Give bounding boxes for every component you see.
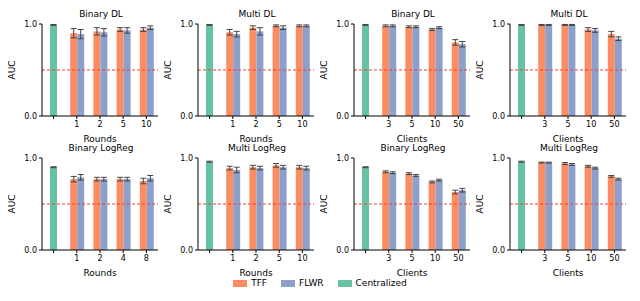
svg-text:1.0: 1.0 xyxy=(24,154,37,163)
svg-text:1.0: 1.0 xyxy=(492,154,505,163)
svg-text:5: 5 xyxy=(565,120,570,129)
svg-text:Clients: Clients xyxy=(397,268,428,276)
svg-text:1.0: 1.0 xyxy=(492,20,505,29)
svg-text:Rounds: Rounds xyxy=(83,134,116,142)
html-text:Centralized: Centralized xyxy=(355,278,407,288)
svg-text:AUC: AUC xyxy=(164,194,173,213)
svg-text:Clients: Clients xyxy=(553,268,584,276)
svg-text:3: 3 xyxy=(386,254,391,263)
svg-text:0.0: 0.0 xyxy=(492,112,505,121)
svg-text:3: 3 xyxy=(542,254,547,263)
svg-text:Rounds: Rounds xyxy=(239,134,272,142)
svg-text:1: 1 xyxy=(230,120,235,129)
html-text:Multi LogReg: Multi LogReg xyxy=(540,143,598,153)
svg-text:0.0: 0.0 xyxy=(24,246,37,255)
svg-text:0.0: 0.0 xyxy=(492,246,505,255)
svg-text:1.0: 1.0 xyxy=(24,20,37,29)
svg-text:1.0: 1.0 xyxy=(336,20,349,29)
svg-text:AUC: AUC xyxy=(476,60,485,79)
svg-text:Clients: Clients xyxy=(553,134,584,142)
svg-text:2: 2 xyxy=(253,254,258,263)
svg-text:Clients: Clients xyxy=(397,134,428,142)
html-text:Binary DL: Binary DL xyxy=(79,9,123,19)
svg-text:5: 5 xyxy=(565,254,570,263)
svg-text:10: 10 xyxy=(141,120,151,129)
svg-text:10: 10 xyxy=(430,254,440,263)
svg-text:0.0: 0.0 xyxy=(180,246,193,255)
svg-text:0.0: 0.0 xyxy=(24,112,37,121)
svg-text:Rounds: Rounds xyxy=(239,268,272,276)
svg-text:5: 5 xyxy=(121,120,126,129)
svg-text:0.0: 0.0 xyxy=(180,112,193,121)
svg-text:8: 8 xyxy=(144,254,149,263)
svg-text:5: 5 xyxy=(277,120,282,129)
svg-text:AUC: AUC xyxy=(8,60,17,79)
svg-text:5: 5 xyxy=(277,254,282,263)
html-text:Binary LogReg: Binary LogReg xyxy=(380,143,446,153)
svg-text:0.0: 0.0 xyxy=(336,112,349,121)
svg-text:10: 10 xyxy=(586,120,596,129)
svg-text:AUC: AUC xyxy=(164,60,173,79)
svg-text:AUC: AUC xyxy=(8,194,17,213)
svg-text:5: 5 xyxy=(409,254,414,263)
svg-text:AUC: AUC xyxy=(320,194,329,213)
html-text:Binary LogReg: Binary LogReg xyxy=(68,143,134,153)
svg-text:1: 1 xyxy=(74,254,79,263)
svg-text:10: 10 xyxy=(430,120,440,129)
svg-text:2: 2 xyxy=(97,254,102,263)
svg-text:50: 50 xyxy=(453,120,463,129)
html-text:Multi DL: Multi DL xyxy=(550,9,588,19)
html-text:TFF: TFF xyxy=(251,278,267,288)
svg-text:1: 1 xyxy=(74,120,79,129)
svg-text:1: 1 xyxy=(230,254,235,263)
svg-text:3: 3 xyxy=(386,120,391,129)
svg-text:2: 2 xyxy=(97,120,102,129)
svg-text:1.0: 1.0 xyxy=(180,154,193,163)
html-text:FLWR: FLWR xyxy=(299,278,324,288)
svg-text:1.0: 1.0 xyxy=(336,154,349,163)
svg-text:1.0: 1.0 xyxy=(180,20,193,29)
svg-text:50: 50 xyxy=(609,254,619,263)
svg-text:10: 10 xyxy=(586,254,596,263)
svg-text:Rounds: Rounds xyxy=(83,268,116,276)
html-text:Binary DL: Binary DL xyxy=(391,9,435,19)
html-text:Multi DL: Multi DL xyxy=(238,9,276,19)
svg-text:0.0: 0.0 xyxy=(336,246,349,255)
svg-text:5: 5 xyxy=(409,120,414,129)
svg-text:50: 50 xyxy=(609,120,619,129)
svg-text:10: 10 xyxy=(297,254,307,263)
svg-text:10: 10 xyxy=(297,120,307,129)
svg-text:AUC: AUC xyxy=(320,60,329,79)
svg-text:2: 2 xyxy=(253,120,258,129)
svg-text:3: 3 xyxy=(542,120,547,129)
html-text:Multi LogReg: Multi LogReg xyxy=(228,143,286,153)
svg-text:4: 4 xyxy=(121,254,126,263)
svg-text:50: 50 xyxy=(453,254,463,263)
svg-text:AUC: AUC xyxy=(476,194,485,213)
